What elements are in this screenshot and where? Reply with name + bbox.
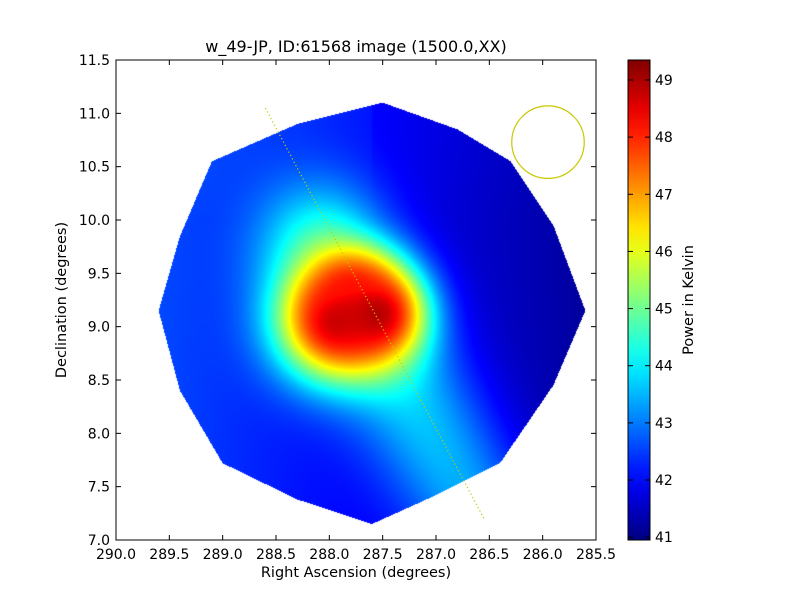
x-tick-label: 289.0: [203, 547, 243, 563]
x-axis-label: Right Ascension (degrees): [261, 565, 451, 581]
colorbar-tick-label: 47: [655, 187, 673, 203]
y-tick-label: 11.0: [79, 106, 110, 122]
y-tick-label: 8.5: [88, 373, 110, 389]
y-tick-label: 10.5: [79, 160, 110, 176]
colorbar-tick-label: 46: [655, 244, 673, 260]
galactic-plane-line: [264, 107, 485, 519]
colorbar-tick-label: 45: [655, 302, 673, 318]
colorbar: 41 42 43 44 45 46 47 48 49 Power in Kelvin: [627, 59, 697, 546]
heatmap-image: [116, 60, 596, 540]
x-tick-label: 287.5: [363, 547, 403, 563]
x-tick-label: 289.5: [149, 547, 189, 563]
colorbar-tick-label: 49: [655, 73, 673, 89]
heatmap-raster: [116, 60, 596, 540]
colorbar-tick-label: 44: [655, 359, 673, 375]
colorbar-tick-label: 42: [655, 473, 673, 489]
x-tick-label: 285.5: [576, 547, 616, 563]
y-axis-label: Declination (degrees): [54, 222, 70, 378]
plot-frame: [115, 59, 597, 541]
beam-circle: [511, 105, 585, 180]
y-tick-label: 11.5: [79, 53, 110, 69]
colorbar-label: Power in Kelvin: [681, 245, 697, 355]
y-tick-label: 10.0: [79, 213, 110, 229]
colorbar-tick-label: 48: [655, 130, 673, 146]
colorbar-ticks: 41 42 43 44 45 46 47 48 49: [628, 73, 673, 546]
y-axis: 7.0 7.5 8.0 8.5 9.0 9.5 10.0 10.5 11.0 11.5: [79, 53, 596, 549]
overlays: [264, 105, 585, 519]
x-axis: 290.0 289.5 289.0 288.5 288.0 287.5 287.0 286.5…: [96, 60, 616, 563]
x-tick-label: 287.0: [416, 547, 456, 563]
x-tick-label: 288.5: [256, 547, 296, 563]
colorbar-scale: [627, 59, 651, 541]
y-tick-label: 7.5: [88, 480, 110, 496]
y-tick-label: 8.0: [88, 426, 110, 442]
x-tick-label: 286.0: [523, 547, 563, 563]
x-tick-label: 286.5: [469, 547, 509, 563]
x-tick-label: 290.0: [96, 547, 136, 563]
x-tick-label: 288.0: [309, 547, 349, 563]
y-tick-label: 9.5: [88, 266, 110, 282]
y-tick-label: 9.0: [88, 320, 110, 336]
colorbar-tick-label: 41: [655, 530, 673, 546]
colorbar-tick-label: 43: [655, 416, 673, 432]
chart-title: w_49-JP, ID:61568 image (1500.0,XX): [205, 37, 506, 57]
y-tick-label: 7.0: [88, 533, 110, 549]
